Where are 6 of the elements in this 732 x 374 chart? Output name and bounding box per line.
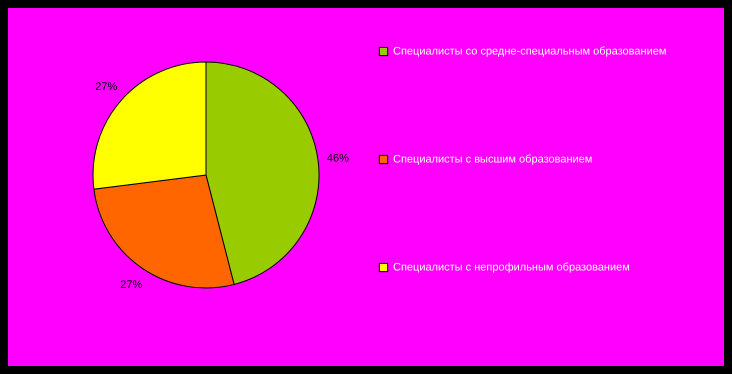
data-label: 27%	[95, 81, 118, 94]
legend-label: Специалисты с непрофильным образованием	[393, 262, 630, 274]
data-label: 46%	[326, 152, 350, 164]
legend-label: Специалисты со средне-специальным образованием	[393, 46, 666, 58]
legend-label: Специалисты с высшим образованием	[393, 154, 592, 166]
data-label: 27%	[120, 279, 142, 291]
